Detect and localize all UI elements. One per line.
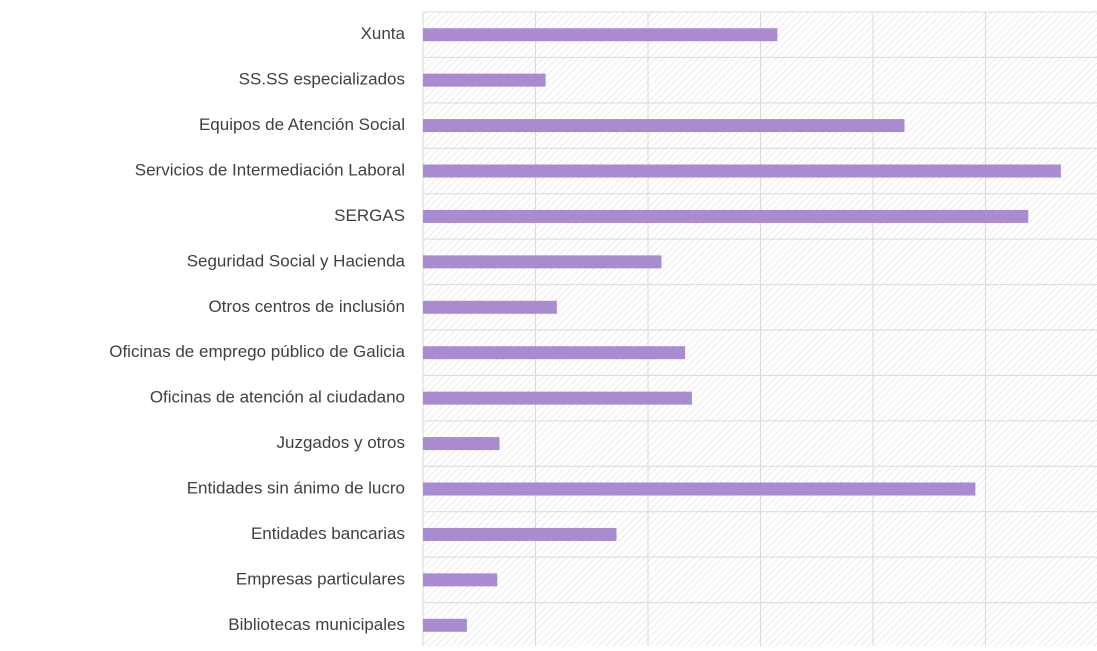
y-tick-label: Empresas particulares — [236, 569, 405, 588]
y-tick-label: Seguridad Social y Hacienda — [187, 251, 406, 270]
bar — [423, 527, 617, 541]
y-tick-label: SS.SS especializados — [239, 70, 405, 89]
bar — [423, 209, 1029, 223]
y-tick-label: Xunta — [361, 24, 406, 43]
y-tick-label: Juzgados y otros — [276, 433, 405, 452]
y-tick-label: Otros centros de inclusión — [208, 297, 405, 316]
y-tick-label: Entidades sin ánimo de lucro — [187, 478, 405, 497]
bar — [423, 255, 662, 269]
y-tick-label: Servicios de Intermediación Laboral — [135, 160, 405, 179]
bar — [423, 164, 1061, 178]
bar — [423, 573, 498, 587]
bar — [423, 119, 905, 133]
y-tick-label: Bibliotecas municipales — [228, 615, 405, 634]
bar — [423, 391, 692, 405]
bar — [423, 73, 546, 87]
y-tick-label: Equipos de Atención Social — [199, 115, 405, 134]
bar — [423, 618, 467, 632]
y-tick-label: Entidades bancarias — [251, 524, 405, 543]
bar — [423, 482, 976, 496]
bar — [423, 28, 778, 42]
bar — [423, 300, 557, 314]
bar — [423, 346, 686, 360]
y-tick-label: Oficinas de atención al ciudadano — [150, 388, 405, 407]
y-tick-label: SERGAS — [334, 206, 405, 225]
y-tick-label: Oficinas de emprego público de Galicia — [109, 342, 405, 361]
bar — [423, 437, 500, 451]
